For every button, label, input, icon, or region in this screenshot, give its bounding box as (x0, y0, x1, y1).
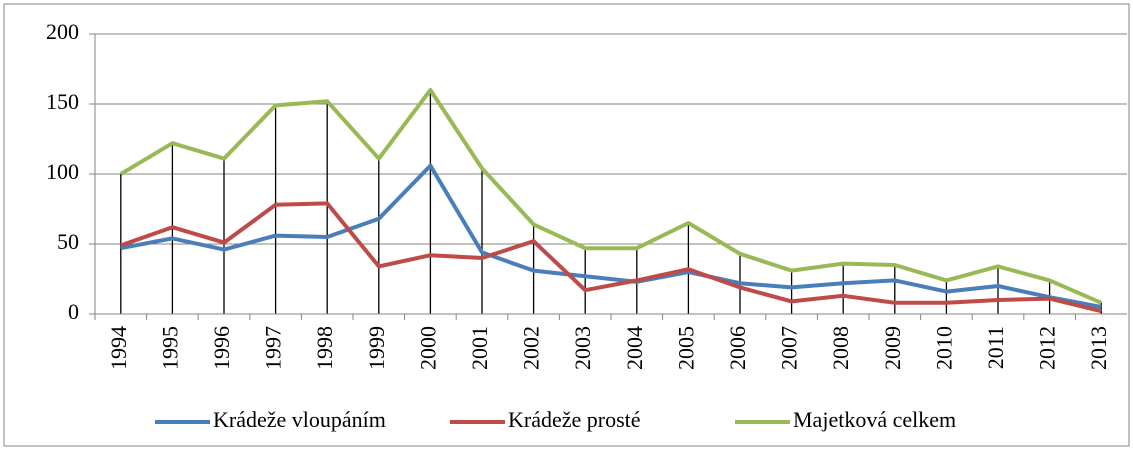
y-tick-label: 150 (46, 89, 79, 114)
x-tick-label: 2000 (415, 326, 440, 370)
x-tick-label: 1994 (106, 326, 131, 370)
x-tick-label: 1999 (364, 326, 389, 370)
legend-label: Majetková celkem (793, 407, 956, 432)
x-tick-label: 2008 (828, 326, 853, 370)
series-line (120, 201, 1102, 314)
x-tick-label: 2005 (673, 326, 698, 370)
series-line (119, 88, 1102, 305)
y-tick-label: 200 (46, 19, 79, 44)
x-tick-label: 2010 (931, 326, 956, 370)
y-tick-label: 100 (46, 159, 79, 184)
x-tick-label: 2013 (1086, 326, 1111, 370)
x-tick-label: 2006 (725, 326, 750, 370)
x-tick-label: 1997 (261, 326, 286, 370)
x-tick-label: 1995 (157, 326, 182, 370)
legend-label: Krádeže vloupáním (213, 407, 386, 432)
x-tick-label: 2003 (570, 326, 595, 370)
x-tick-label: 2004 (622, 326, 647, 370)
x-tick-label: 1996 (209, 326, 234, 370)
x-tick-label: 2001 (467, 326, 492, 370)
x-tick-label: 1998 (312, 326, 337, 370)
x-tick-label: 2011 (983, 326, 1008, 369)
series-line (120, 163, 1102, 309)
y-tick-label: 0 (68, 299, 79, 324)
x-tick-label: 2007 (777, 326, 802, 370)
y-tick-label: 50 (57, 229, 79, 254)
legend-label: Krádeže prosté (508, 407, 641, 432)
chart-frame (3, 3, 1130, 447)
x-tick-label: 2009 (880, 326, 905, 370)
x-tick-label: 2002 (519, 326, 544, 370)
x-tick-label: 2012 (1035, 326, 1060, 370)
